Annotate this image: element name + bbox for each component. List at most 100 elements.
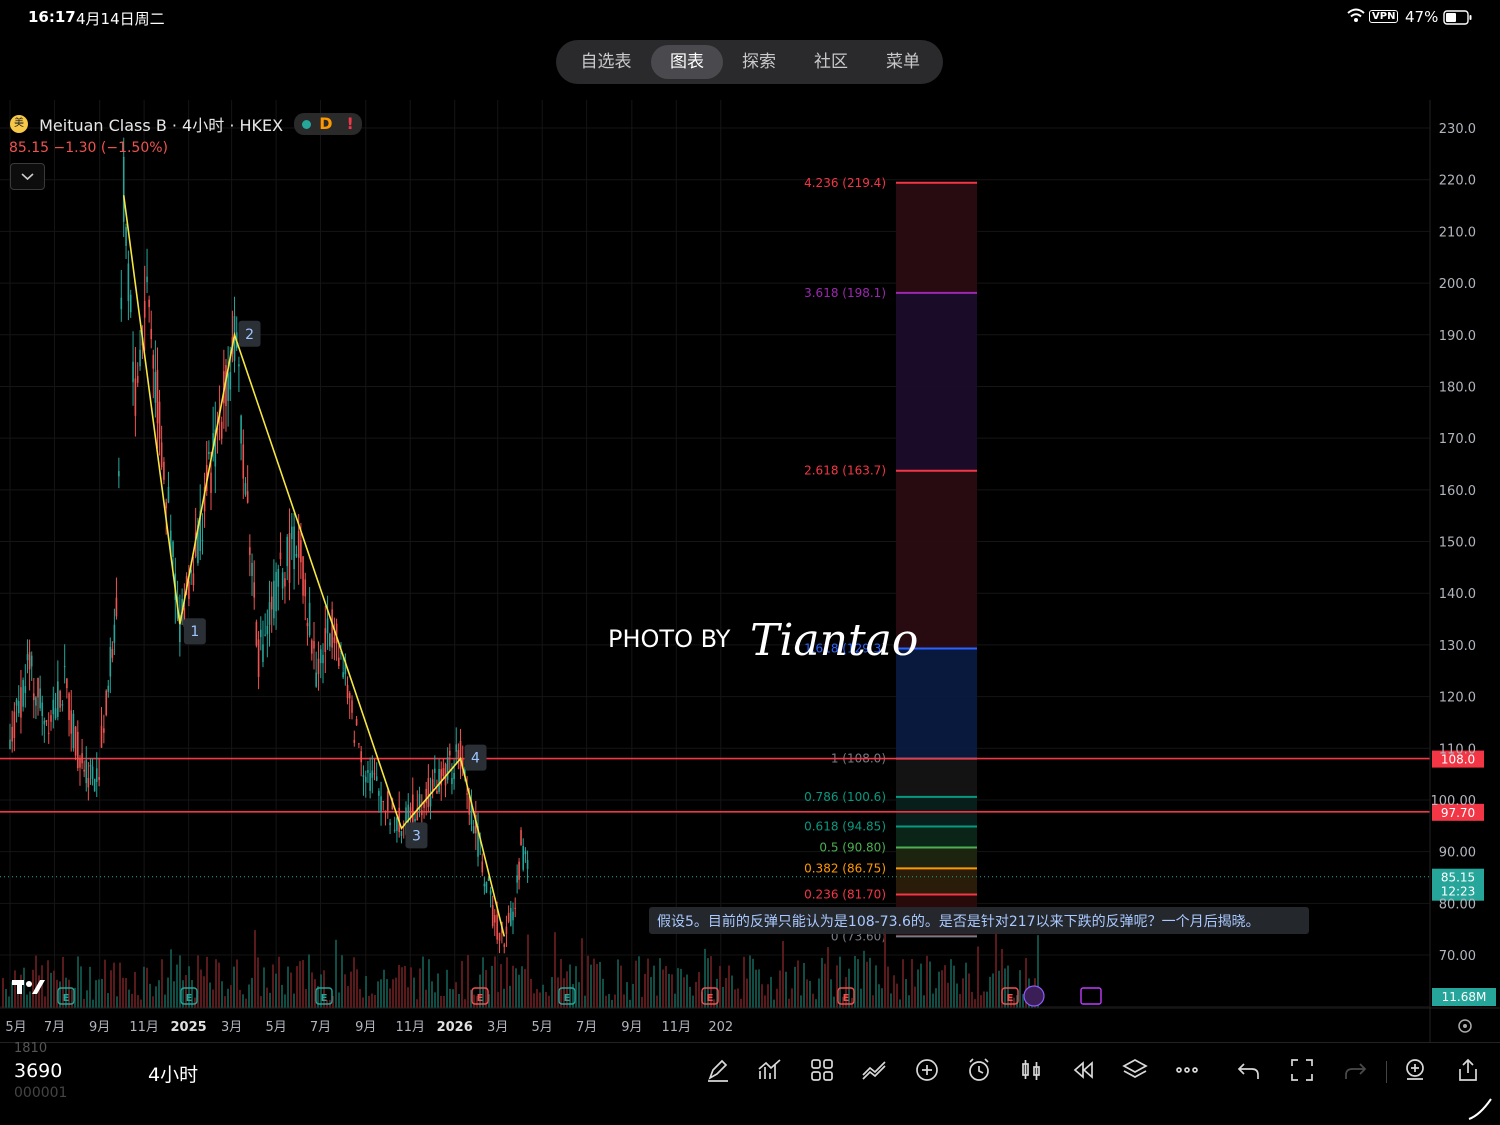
volume-bar [242,994,244,1008]
gear-center [1463,1024,1467,1028]
y-axis-tick: 150.0 [1439,536,1476,551]
candle-body [477,826,479,857]
volume-bar [662,969,664,1008]
price-line-label-bg [1432,803,1484,821]
volume-bar [95,980,97,1008]
candle-type-icon[interactable] [1018,1057,1050,1087]
volume-bar [11,981,13,1008]
volume-bar [248,984,250,1008]
ghost-symbol-top: 1810 [14,1041,48,1056]
volume-bar [353,957,355,1008]
volume-bar [188,966,190,1008]
stylus-icon[interactable] [1466,1093,1494,1121]
candle-body [364,776,367,783]
candle-body [510,908,512,926]
volume-bar [284,994,286,1008]
candle-body [120,297,123,310]
volume-bar [44,996,46,1008]
volume-bar [362,997,364,1008]
candle-body [409,807,412,819]
candle-body [172,541,174,557]
candle-body [380,796,382,813]
symbol-title[interactable]: Meituan Class B · 4小时 · HKEX [39,116,284,135]
replay-icon[interactable] [1070,1057,1102,1087]
volume-bar [410,967,412,1008]
volume-bar [311,972,313,1008]
candle-body [136,375,139,383]
volume-bar [851,997,853,1008]
volume-bar [938,971,940,1008]
candle-body [190,569,192,573]
candle-body [505,926,508,934]
candle-body [358,743,360,745]
tab-watchlist[interactable]: 自选表 [580,52,632,72]
compare-icon[interactable] [861,1057,893,1087]
candle-body [251,562,253,576]
volume-bar [623,994,625,1008]
indicators-icon[interactable] [757,1057,789,1087]
symbol-badges[interactable]: D! [294,113,362,135]
volume-bar [191,980,193,1008]
volume-bar [155,986,157,1008]
volume-bar [920,963,922,1008]
volume-bar [50,972,52,1008]
candle-body [72,713,75,749]
volume-bar [167,977,169,1008]
fib-level-label: 0.382 (86.75) [804,861,886,875]
candle-body [59,690,61,708]
tab-community[interactable]: 社区 [814,52,848,72]
candle-body [179,614,181,643]
candle-body [188,581,190,600]
tab-explore[interactable]: 探索 [742,52,776,72]
volume-bar [509,985,511,1008]
y-axis-tick: 130.0 [1439,639,1476,654]
volume-bar [512,965,514,1008]
candle-body [284,578,286,587]
candle-body [414,818,416,822]
volume-bar [665,966,667,1008]
earnings-marker [315,987,333,1005]
volume-bar [677,968,679,1008]
add-symbol-icon[interactable] [1402,1057,1434,1087]
candle-body [183,608,186,627]
volume-bar [650,977,652,1008]
candle-body [487,878,490,881]
candle-body [76,731,79,769]
share-icon[interactable] [1455,1057,1487,1087]
volume-bar [602,978,604,1008]
candle-body [22,680,24,707]
candle-body [503,944,506,947]
interval-selector[interactable]: 4小时 [148,1064,199,1086]
candle-body [37,678,39,698]
redo-icon[interactable] [1342,1057,1374,1087]
price-chart[interactable]: 4.236 (219.4) 3.618 (198.1) 2.618 (163.7) 1… [0,100,1500,1042]
volume-bar [929,961,931,1008]
undo-icon[interactable] [1236,1057,1268,1087]
status-time: 16:17 [28,8,76,26]
layers-icon[interactable] [1122,1057,1154,1087]
candle-body [253,582,256,598]
candle-body [95,768,98,782]
volume-bar [989,976,991,1008]
volume-bar [716,978,718,1008]
alarm-icon[interactable] [966,1057,998,1087]
tab-chart[interactable]: 图表 [651,45,723,79]
collapse-legend-button[interactable] [10,163,45,190]
add-circle-icon[interactable] [914,1057,946,1087]
candle-body [43,720,46,725]
tab-menu[interactable]: 菜单 [886,52,920,72]
fullscreen-icon[interactable] [1289,1057,1321,1087]
volume-bar [878,984,880,1008]
logo-part [17,980,22,994]
pen-icon[interactable] [705,1057,737,1087]
volume-bar [107,993,109,1008]
wave-label: 3 [412,828,421,844]
x-axis-tick: 5月 [532,1020,553,1035]
volume-bar [476,995,478,1008]
volume-bar [110,970,112,1008]
layout-grid-icon[interactable] [809,1057,841,1087]
more-icon[interactable] [1174,1057,1206,1087]
candle-body [227,373,229,401]
symbol-code[interactable]: 3690 [14,1060,63,1082]
volume-bar [59,981,61,1008]
